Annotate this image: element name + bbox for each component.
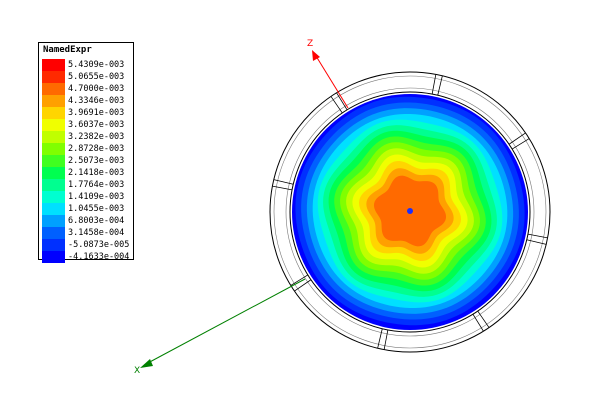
legend-value: 4.7000e-003 xyxy=(68,84,125,94)
legend-swatch xyxy=(42,227,65,239)
slot-divider xyxy=(336,92,348,111)
slot-divider xyxy=(272,185,293,191)
legend-swatch xyxy=(42,155,65,167)
slot-divider xyxy=(437,75,443,96)
slot-divider xyxy=(290,274,309,286)
legend-value: 3.2382e-003 xyxy=(68,132,125,142)
legend-value: 5.4309e-003 xyxy=(68,60,125,70)
legend-value: 2.8728e-003 xyxy=(68,144,125,154)
legend-value: 6.8003e-004 xyxy=(68,216,125,226)
legend-entry: 3.2382e-003 xyxy=(42,131,132,143)
x-axis: X xyxy=(134,278,306,376)
legend-entry: 4.7000e-003 xyxy=(42,83,132,95)
slot-divider xyxy=(273,179,294,185)
legend-swatch xyxy=(42,59,65,71)
legend-entry: 2.1418e-003 xyxy=(42,167,132,179)
legend-entry: 1.0455e-003 xyxy=(42,203,132,215)
legend-entry: 2.5073e-003 xyxy=(42,155,132,167)
stator-housing xyxy=(269,71,551,353)
legend-value: 3.9691e-003 xyxy=(68,108,125,118)
legend-entry: 1.7764e-003 xyxy=(42,179,132,191)
legend-swatch xyxy=(42,251,65,263)
legend-swatch xyxy=(42,191,65,203)
slot-divider xyxy=(472,313,484,332)
slot-divider xyxy=(383,329,389,350)
legend-swatch xyxy=(42,71,65,83)
legend-value: -5.0873e-005 xyxy=(68,240,130,250)
z-axis-label: Z xyxy=(307,39,313,49)
legend-value: 4.3346e-003 xyxy=(68,96,125,106)
slot-divider xyxy=(508,132,526,145)
x-axis-label: X xyxy=(134,366,140,376)
legend-entry: 6.8003e-004 xyxy=(42,215,132,227)
legend-value: 3.1458e-004 xyxy=(68,228,125,238)
legend-entry: 3.6037e-003 xyxy=(42,119,132,131)
legend-value: -4.1633e-004 xyxy=(68,252,130,262)
slot-divider xyxy=(511,138,530,150)
legend-entry: 5.4309e-003 xyxy=(42,59,132,71)
legend-swatch xyxy=(42,107,65,119)
legend-value: 1.4109e-003 xyxy=(68,192,125,202)
legend-swatch xyxy=(42,167,65,179)
legend-swatch xyxy=(42,215,65,227)
legend-entry: 4.3346e-003 xyxy=(42,95,132,107)
legend-value: 3.6037e-003 xyxy=(68,120,125,130)
z-axis: Z xyxy=(307,39,349,109)
slot-divider xyxy=(377,328,383,349)
legend-swatch xyxy=(42,203,65,215)
legend-swatch xyxy=(42,143,65,155)
legend-value: 1.0455e-003 xyxy=(68,204,125,214)
center-marker xyxy=(407,208,413,214)
legend-swatch xyxy=(42,179,65,191)
slot-divider xyxy=(526,239,547,245)
legend-swatch xyxy=(42,131,65,143)
legend-entry: 5.0655e-003 xyxy=(42,71,132,83)
legend-swatch xyxy=(42,119,65,131)
legend-entry: 3.9691e-003 xyxy=(42,107,132,119)
legend-swatch xyxy=(42,95,65,107)
legend-entry: 1.4109e-003 xyxy=(42,191,132,203)
legend-entry: 2.8728e-003 xyxy=(42,143,132,155)
legend-entry: -4.1633e-004 xyxy=(42,251,132,263)
legend-swatch xyxy=(42,83,65,95)
legend-value: 2.1418e-003 xyxy=(68,168,125,178)
legend-title: NamedExpr xyxy=(43,45,92,55)
slot-divider xyxy=(431,74,437,95)
slot-divider xyxy=(477,310,490,328)
legend-entry: 3.1458e-004 xyxy=(42,227,132,239)
legend-value: 2.5073e-003 xyxy=(68,156,125,166)
legend-swatch xyxy=(42,239,65,251)
legend-entry: -5.0873e-005 xyxy=(42,239,132,251)
legend-value: 5.0655e-003 xyxy=(68,72,125,82)
legend-value: 1.7764e-003 xyxy=(68,180,125,190)
slot-divider xyxy=(294,279,312,292)
slot-divider xyxy=(527,233,548,239)
slot-divider xyxy=(330,96,343,114)
color-legend: NamedExpr 5.4309e-003 5.0655e-003 4.7000e-… xyxy=(38,42,134,263)
